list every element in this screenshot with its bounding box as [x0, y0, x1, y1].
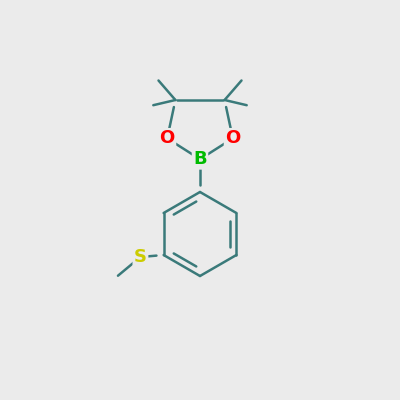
Text: B: B [193, 150, 207, 168]
Text: O: O [225, 129, 240, 147]
Text: O: O [160, 129, 175, 147]
Text: S: S [134, 248, 147, 266]
